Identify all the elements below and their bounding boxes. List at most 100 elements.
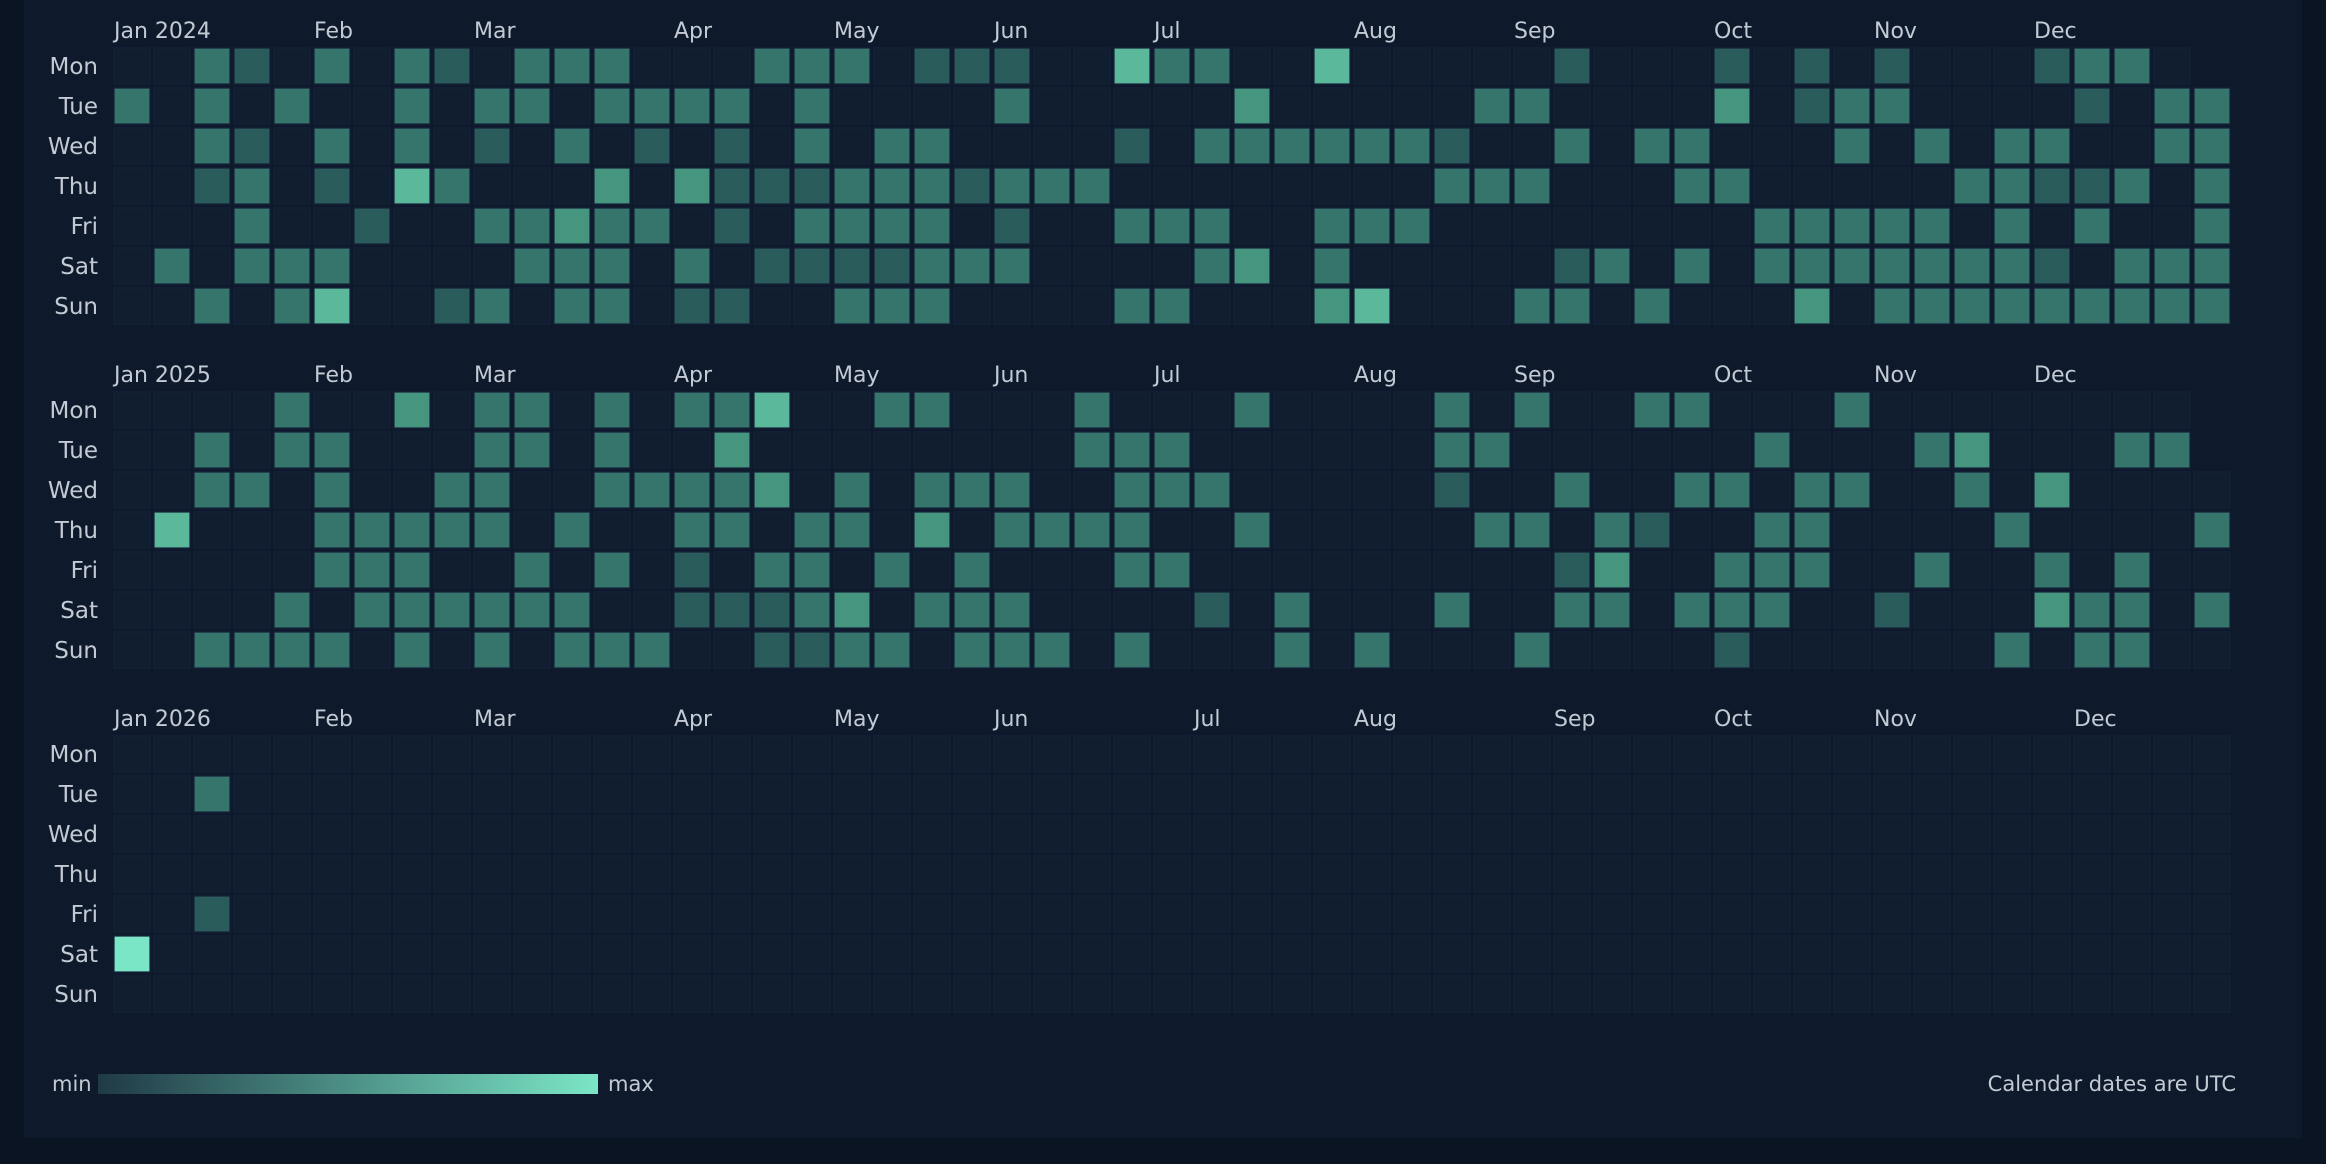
heatmap-cell[interactable] xyxy=(593,127,631,165)
heatmap-cell[interactable] xyxy=(753,167,791,205)
heatmap-cell[interactable] xyxy=(633,551,671,589)
heatmap-cell[interactable] xyxy=(1873,895,1911,933)
heatmap-cell[interactable] xyxy=(713,87,751,125)
heatmap-cell[interactable] xyxy=(2153,895,2191,933)
heatmap-cell[interactable] xyxy=(1553,815,1591,853)
heatmap-cell[interactable] xyxy=(1393,47,1431,85)
heatmap-cell[interactable] xyxy=(873,895,911,933)
heatmap-cell[interactable] xyxy=(1273,47,1311,85)
heatmap-cell[interactable] xyxy=(1833,167,1871,205)
heatmap-cell[interactable] xyxy=(913,167,951,205)
heatmap-cell[interactable] xyxy=(913,247,951,285)
heatmap-cell[interactable] xyxy=(713,127,751,165)
heatmap-cell[interactable] xyxy=(1633,391,1671,429)
heatmap-cell[interactable] xyxy=(633,591,671,629)
heatmap-cell[interactable] xyxy=(1833,47,1871,85)
heatmap-cell[interactable] xyxy=(2113,775,2151,813)
heatmap-cell[interactable] xyxy=(113,591,151,629)
heatmap-cell[interactable] xyxy=(833,287,871,325)
heatmap-cell[interactable] xyxy=(793,735,831,773)
heatmap-cell[interactable] xyxy=(713,935,751,973)
heatmap-cell[interactable] xyxy=(1113,431,1151,469)
heatmap-cell[interactable] xyxy=(1913,975,1951,1013)
heatmap-cell[interactable] xyxy=(1433,935,1471,973)
heatmap-cell[interactable] xyxy=(1913,935,1951,973)
heatmap-cell[interactable] xyxy=(553,47,591,85)
heatmap-cell[interactable] xyxy=(1713,855,1751,893)
heatmap-cell[interactable] xyxy=(1433,247,1471,285)
heatmap-cell[interactable] xyxy=(473,471,511,509)
heatmap-cell[interactable] xyxy=(153,511,191,549)
heatmap-cell[interactable] xyxy=(473,391,511,429)
heatmap-cell[interactable] xyxy=(873,511,911,549)
heatmap-cell[interactable] xyxy=(1313,47,1351,85)
heatmap-cell[interactable] xyxy=(2033,287,2071,325)
heatmap-cell[interactable] xyxy=(473,47,511,85)
heatmap-cell[interactable] xyxy=(1753,735,1791,773)
heatmap-cell[interactable] xyxy=(1233,127,1271,165)
heatmap-cell[interactable] xyxy=(873,591,911,629)
heatmap-cell[interactable] xyxy=(273,775,311,813)
heatmap-cell[interactable] xyxy=(113,551,151,589)
heatmap-cell[interactable] xyxy=(953,775,991,813)
heatmap-cell[interactable] xyxy=(473,815,511,853)
heatmap-cell[interactable] xyxy=(2193,855,2231,893)
heatmap-cell[interactable] xyxy=(1633,167,1671,205)
heatmap-cell[interactable] xyxy=(1113,207,1151,245)
heatmap-cell[interactable] xyxy=(1793,47,1831,85)
heatmap-cell[interactable] xyxy=(913,287,951,325)
heatmap-cell[interactable] xyxy=(1633,87,1671,125)
heatmap-cell[interactable] xyxy=(153,631,191,669)
heatmap-cell[interactable] xyxy=(553,247,591,285)
heatmap-cell[interactable] xyxy=(1513,471,1551,509)
heatmap-cell[interactable] xyxy=(1393,935,1431,973)
heatmap-cell[interactable] xyxy=(1593,775,1631,813)
heatmap-cell[interactable] xyxy=(1713,815,1751,853)
heatmap-cell[interactable] xyxy=(953,895,991,933)
heatmap-cell[interactable] xyxy=(1593,735,1631,773)
heatmap-cell[interactable] xyxy=(513,895,551,933)
heatmap-cell[interactable] xyxy=(313,775,351,813)
heatmap-cell[interactable] xyxy=(2033,511,2071,549)
heatmap-cell[interactable] xyxy=(2193,735,2231,773)
heatmap-cell[interactable] xyxy=(1353,855,1391,893)
heatmap-cell[interactable] xyxy=(393,471,431,509)
heatmap-cell[interactable] xyxy=(2073,551,2111,589)
heatmap-cell[interactable] xyxy=(2033,431,2071,469)
heatmap-cell[interactable] xyxy=(1833,471,1871,509)
heatmap-cell[interactable] xyxy=(1753,247,1791,285)
heatmap-cell[interactable] xyxy=(1593,207,1631,245)
heatmap-cell[interactable] xyxy=(1473,511,1511,549)
heatmap-cell[interactable] xyxy=(393,935,431,973)
heatmap-cell[interactable] xyxy=(1113,551,1151,589)
heatmap-cell[interactable] xyxy=(953,471,991,509)
heatmap-cell[interactable] xyxy=(233,391,271,429)
heatmap-cell[interactable] xyxy=(1713,127,1751,165)
heatmap-cell[interactable] xyxy=(1233,391,1271,429)
heatmap-cell[interactable] xyxy=(1273,735,1311,773)
heatmap-cell[interactable] xyxy=(633,391,671,429)
heatmap-cell[interactable] xyxy=(753,775,791,813)
heatmap-cell[interactable] xyxy=(1793,287,1831,325)
heatmap-cell[interactable] xyxy=(1673,591,1711,629)
heatmap-cell[interactable] xyxy=(1753,127,1791,165)
heatmap-cell[interactable] xyxy=(2113,735,2151,773)
heatmap-cell[interactable] xyxy=(1553,551,1591,589)
heatmap-cell[interactable] xyxy=(793,207,831,245)
heatmap-cell[interactable] xyxy=(313,591,351,629)
heatmap-cell[interactable] xyxy=(313,47,351,85)
heatmap-cell[interactable] xyxy=(1153,815,1191,853)
heatmap-cell[interactable] xyxy=(553,287,591,325)
heatmap-cell[interactable] xyxy=(1073,47,1111,85)
heatmap-cell[interactable] xyxy=(633,631,671,669)
heatmap-cell[interactable] xyxy=(1313,591,1351,629)
heatmap-cell[interactable] xyxy=(993,935,1031,973)
heatmap-cell[interactable] xyxy=(1553,895,1591,933)
heatmap-cell[interactable] xyxy=(1513,431,1551,469)
heatmap-cell[interactable] xyxy=(1793,591,1831,629)
heatmap-cell[interactable] xyxy=(1873,431,1911,469)
heatmap-cell[interactable] xyxy=(473,735,511,773)
heatmap-cell[interactable] xyxy=(1993,631,2031,669)
heatmap-cell[interactable] xyxy=(1553,247,1591,285)
heatmap-cell[interactable] xyxy=(1153,511,1191,549)
